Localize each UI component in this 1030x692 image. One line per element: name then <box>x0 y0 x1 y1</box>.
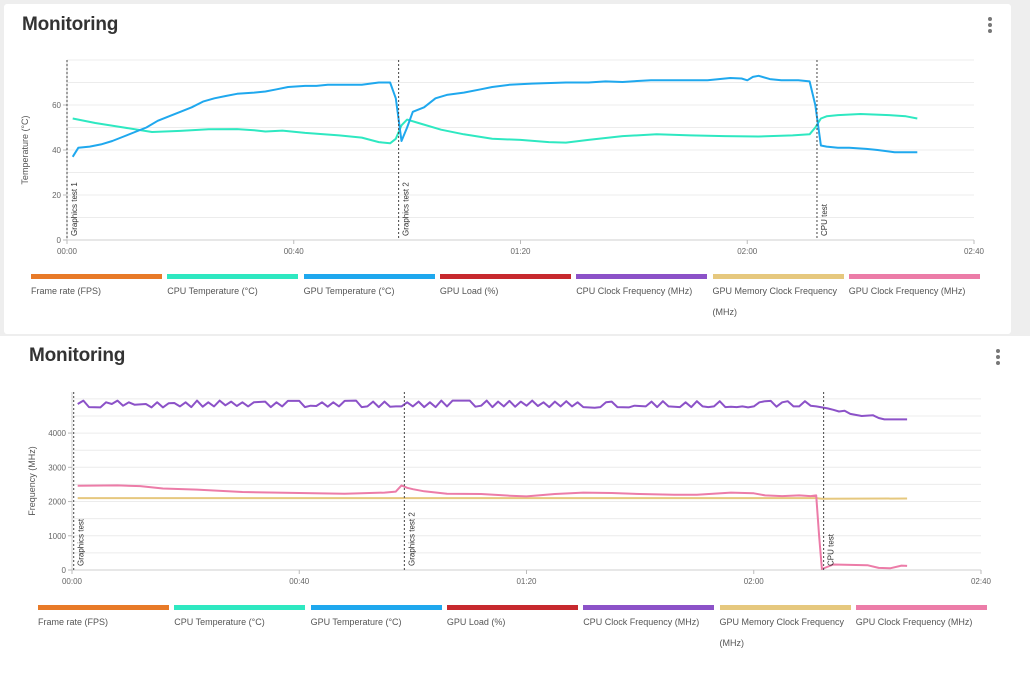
y-tick-label: 2000 <box>48 498 66 507</box>
legend-label: GPU Load (%) <box>446 617 506 627</box>
legend-swatch <box>167 274 299 279</box>
legend-label: GPU Memory Clock Frequency (MHz) <box>719 617 845 648</box>
frequency-chart: 0 1000 2000 3000 4000 00:00 00:40 01:20 02:00 02:… <box>27 392 992 586</box>
event-marker-label: Graphics test 1 <box>70 182 79 236</box>
y-tick-label: 20 <box>52 191 61 200</box>
legend-label: GPU Temperature (°C) <box>310 617 402 627</box>
legend-label: CPU Clock Frequency (MHz) <box>583 617 700 627</box>
legend-swatch <box>576 274 708 279</box>
x-tick-label: 00:40 <box>289 577 310 586</box>
y-axis-label: Frequency (MHz) <box>27 446 37 516</box>
y-axis-label: Temperature (°C) <box>20 115 30 184</box>
legend-label: GPU Clock Frequency (MHz) <box>855 617 973 627</box>
legend-swatch <box>31 274 162 279</box>
x-tick-label: 00:00 <box>62 577 83 586</box>
x-tick-label: 02:40 <box>971 577 992 586</box>
more-options-icon[interactable] <box>992 348 1004 366</box>
x-tick-label: 02:00 <box>744 577 765 586</box>
x-tick-label: 01:20 <box>510 247 531 256</box>
y-tick-label: 40 <box>52 146 61 155</box>
x-tick-label: 02:00 <box>737 247 758 256</box>
legend-swatch <box>855 605 987 610</box>
legend-swatch <box>38 605 169 610</box>
temperature-chart: 0 20 40 60 00:00 00:40 01:20 02:00 02:40 Temperat… <box>20 59 985 256</box>
legend-swatch <box>439 274 571 279</box>
y-tick-label: 60 <box>52 101 61 110</box>
y-tick-label: 4000 <box>48 429 66 438</box>
legend-swatch <box>303 274 435 279</box>
event-marker-label: CPU test <box>820 203 829 236</box>
monitoring-panel-temperature: Monitoring 0 20 40 60 00:00 00:40 01:20 02:00 02… <box>4 4 1011 334</box>
panel-title: Monitoring <box>29 345 126 366</box>
legend-label: CPU Clock Frequency (MHz) <box>576 286 693 296</box>
legend-label: GPU Load (%) <box>439 286 499 296</box>
legend-label: GPU Memory Clock Frequency (MHz) <box>712 286 838 317</box>
event-marker-label: Graphics test <box>77 518 86 566</box>
legend-swatch <box>719 605 851 610</box>
y-tick-label: 1000 <box>48 532 66 541</box>
legend-label: GPU Temperature (°C) <box>303 286 395 296</box>
legend-swatch <box>446 605 578 610</box>
legend-swatch <box>848 274 980 279</box>
series-line-gpu-temperature-c <box>71 74 918 158</box>
series-line-cpu-clock-frequency-mhz <box>77 399 908 421</box>
event-marker-label: CPU test <box>827 533 836 566</box>
legend-label: Frame rate (FPS) <box>38 617 109 627</box>
x-tick-label: 01:20 <box>516 577 537 586</box>
legend-swatch <box>712 274 844 279</box>
y-tick-label: 3000 <box>48 463 66 472</box>
legend-label: Frame rate (FPS) <box>31 286 102 296</box>
monitoring-panel-frequency: Monitoring 0 1000 2000 3000 4000 00:00 00:40 01… <box>0 336 1030 692</box>
legend-label: CPU Temperature (°C) <box>167 286 258 296</box>
event-marker-label: Graphics test 2 <box>407 512 416 566</box>
legend-swatch <box>310 605 442 610</box>
panel-title: Monitoring <box>22 14 119 35</box>
more-options-icon[interactable] <box>984 16 996 34</box>
legend-label: CPU Temperature (°C) <box>174 617 265 627</box>
legend-swatch <box>174 605 306 610</box>
x-tick-label: 00:00 <box>57 247 78 256</box>
y-tick-label: 0 <box>57 236 62 245</box>
x-tick-label: 02:40 <box>964 247 985 256</box>
legend-label: GPU Clock Frequency (MHz) <box>848 286 966 296</box>
series-line-cpu-temperature-c <box>72 113 918 145</box>
legend-swatch <box>583 605 715 610</box>
x-tick-label: 00:40 <box>284 247 305 256</box>
event-marker-label: Graphics test 2 <box>402 182 411 236</box>
series-line-gpu-memory-clock-frequency-mhz <box>77 497 908 500</box>
series-line-gpu-clock-frequency-mhz <box>77 484 908 570</box>
y-tick-label: 0 <box>62 566 67 575</box>
